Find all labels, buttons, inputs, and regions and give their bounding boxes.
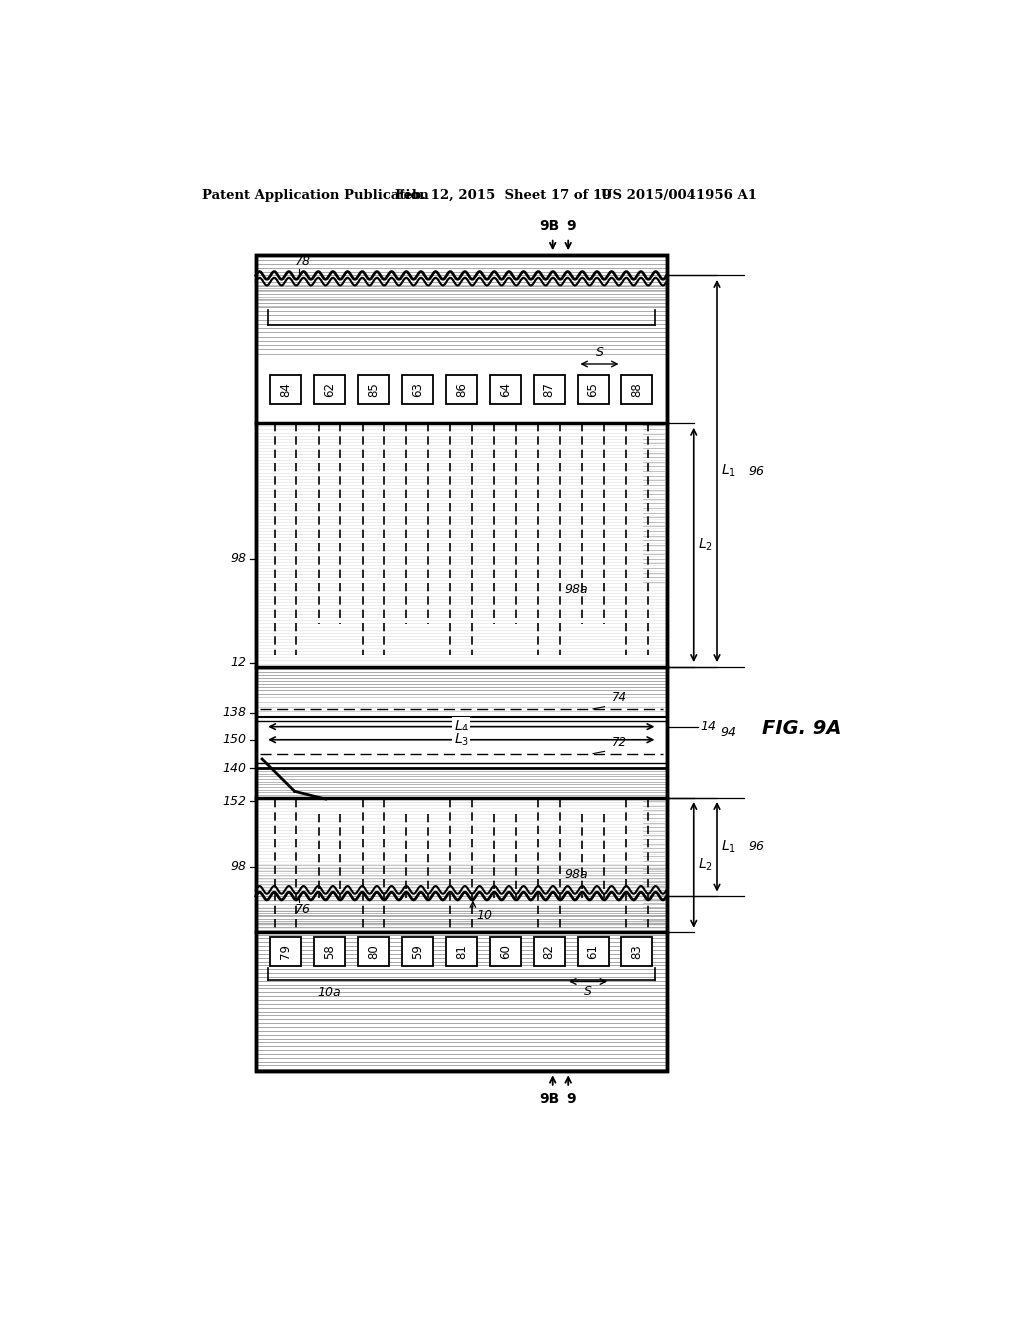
Bar (534, 937, 564, 966)
Text: 72: 72 (612, 737, 628, 748)
Text: 62: 62 (323, 381, 336, 397)
Bar (445, 937, 477, 966)
Text: 64: 64 (499, 381, 512, 397)
Text: 9: 9 (566, 1093, 577, 1106)
Bar (622, 375, 652, 404)
Text: S: S (584, 985, 592, 998)
Text: 10: 10 (477, 908, 493, 921)
Text: 98a: 98a (564, 583, 588, 597)
Bar (578, 375, 608, 404)
Bar (256, 255, 667, 1071)
Text: Patent Application Publication: Patent Application Publication (202, 189, 428, 202)
Bar (270, 375, 301, 404)
Text: 9B: 9B (540, 1093, 560, 1106)
Text: 79: 79 (280, 944, 292, 960)
Text: 60: 60 (499, 944, 512, 958)
Bar (489, 375, 520, 404)
Text: 86: 86 (455, 381, 468, 397)
Bar (256, 255, 667, 1071)
Text: 98a: 98a (564, 869, 588, 880)
Bar (358, 937, 389, 966)
Bar (358, 375, 389, 404)
Text: 74: 74 (612, 692, 628, 705)
Bar (445, 375, 477, 404)
Text: 98: 98 (230, 552, 247, 565)
Text: 152: 152 (222, 795, 247, 808)
Text: 59: 59 (411, 944, 424, 958)
Bar (534, 375, 564, 404)
Text: 10a: 10a (317, 986, 341, 999)
Text: 150: 150 (222, 733, 247, 746)
Text: $L_1$: $L_1$ (721, 463, 736, 479)
Bar (314, 937, 345, 966)
Text: $L_1$: $L_1$ (721, 838, 736, 855)
Text: 88: 88 (631, 381, 643, 397)
Text: 81: 81 (455, 944, 468, 958)
Text: 63: 63 (411, 381, 424, 397)
Text: 9: 9 (566, 219, 577, 234)
Text: 138: 138 (222, 706, 247, 719)
Bar (314, 375, 345, 404)
Text: 14: 14 (700, 721, 716, 733)
Bar (489, 937, 520, 966)
Text: 65: 65 (587, 381, 599, 397)
Bar (578, 937, 608, 966)
Text: US 2015/0041956 A1: US 2015/0041956 A1 (601, 189, 757, 202)
Bar (401, 375, 433, 404)
Text: 12: 12 (230, 656, 247, 669)
Text: 82: 82 (543, 944, 556, 958)
Text: $L_2$: $L_2$ (697, 857, 713, 873)
Text: $L_4$: $L_4$ (454, 718, 469, 735)
Text: 94: 94 (721, 726, 737, 739)
Text: $L_2$: $L_2$ (697, 537, 713, 553)
Text: 58: 58 (323, 944, 336, 958)
Text: 9B: 9B (540, 219, 560, 234)
Text: 85: 85 (367, 381, 380, 397)
Text: 83: 83 (631, 944, 643, 958)
Bar (622, 937, 652, 966)
Text: Feb. 12, 2015  Sheet 17 of 19: Feb. 12, 2015 Sheet 17 of 19 (395, 189, 611, 202)
Text: 80: 80 (367, 944, 380, 958)
Text: 87: 87 (543, 381, 556, 397)
Text: FIG. 9A: FIG. 9A (763, 718, 842, 738)
Bar (401, 937, 433, 966)
Text: 140: 140 (222, 762, 247, 775)
Text: 98: 98 (230, 861, 247, 874)
Text: S: S (596, 346, 603, 359)
Text: 96: 96 (748, 841, 764, 853)
Text: 84: 84 (280, 381, 292, 397)
Text: 78: 78 (295, 255, 310, 268)
Text: 61: 61 (587, 944, 599, 960)
Text: $L_3$: $L_3$ (454, 731, 469, 748)
Text: 96: 96 (748, 465, 764, 478)
Bar (270, 937, 301, 966)
Text: 76: 76 (295, 903, 310, 916)
